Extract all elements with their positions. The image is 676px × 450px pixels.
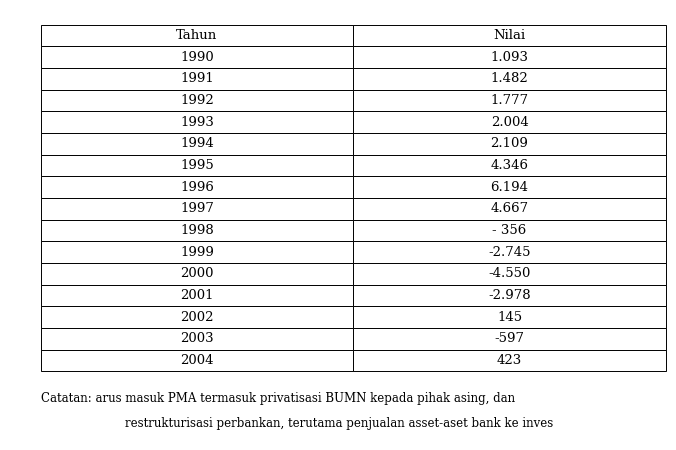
Text: Catatan: arus masuk PMA termasuk privatisasi BUMN kepada pihak asing, dan: Catatan: arus masuk PMA termasuk privati… <box>41 392 514 405</box>
Bar <box>353 46 666 68</box>
Text: 1.777: 1.777 <box>491 94 529 107</box>
Bar <box>41 328 353 350</box>
Bar <box>41 285 353 306</box>
Bar <box>41 90 353 112</box>
Text: 1992: 1992 <box>180 94 214 107</box>
Text: 2001: 2001 <box>180 289 214 302</box>
Text: 1998: 1998 <box>180 224 214 237</box>
Bar <box>353 133 666 155</box>
Bar <box>41 25 353 46</box>
Text: - 356: - 356 <box>492 224 527 237</box>
Bar <box>41 220 353 241</box>
Text: 6.194: 6.194 <box>491 180 529 194</box>
Bar <box>41 133 353 155</box>
Bar <box>353 241 666 263</box>
Bar <box>353 90 666 112</box>
Text: restrukturisasi perbankan, terutama penjualan asset-aset bank ke inves: restrukturisasi perbankan, terutama penj… <box>125 417 554 430</box>
Text: 1.482: 1.482 <box>491 72 529 86</box>
Bar <box>41 155 353 176</box>
Text: Tahun: Tahun <box>176 29 218 42</box>
Bar <box>353 285 666 306</box>
Text: 2003: 2003 <box>180 332 214 345</box>
Bar <box>41 263 353 285</box>
Bar <box>353 263 666 285</box>
Text: -4.550: -4.550 <box>488 267 531 280</box>
Text: 1994: 1994 <box>180 137 214 150</box>
Bar <box>41 350 353 371</box>
Text: 1993: 1993 <box>180 116 214 129</box>
Bar <box>41 176 353 198</box>
Text: 4.346: 4.346 <box>491 159 529 172</box>
Bar <box>353 350 666 371</box>
Text: -597: -597 <box>495 332 525 345</box>
Bar <box>353 220 666 241</box>
Text: Nilai: Nilai <box>493 29 526 42</box>
Text: 2.109: 2.109 <box>491 137 529 150</box>
Text: 2002: 2002 <box>180 310 214 324</box>
Text: 1999: 1999 <box>180 246 214 259</box>
Bar <box>41 306 353 328</box>
Bar <box>353 112 666 133</box>
Text: 1990: 1990 <box>180 51 214 64</box>
Text: 2000: 2000 <box>180 267 214 280</box>
Bar <box>353 68 666 90</box>
Bar <box>41 68 353 90</box>
Bar <box>41 46 353 68</box>
Text: 1991: 1991 <box>180 72 214 86</box>
Text: 1.093: 1.093 <box>491 51 529 64</box>
Text: 2.004: 2.004 <box>491 116 529 129</box>
Bar <box>353 25 666 46</box>
Text: 1996: 1996 <box>180 180 214 194</box>
Bar <box>353 155 666 176</box>
Text: 423: 423 <box>497 354 522 367</box>
Bar <box>41 241 353 263</box>
Text: -2.745: -2.745 <box>488 246 531 259</box>
Text: 1997: 1997 <box>180 202 214 216</box>
Bar <box>41 112 353 133</box>
Bar <box>353 328 666 350</box>
Text: 4.667: 4.667 <box>491 202 529 216</box>
Text: 2004: 2004 <box>180 354 214 367</box>
Text: 1995: 1995 <box>180 159 214 172</box>
Text: 145: 145 <box>497 310 522 324</box>
Bar <box>353 306 666 328</box>
Text: -2.978: -2.978 <box>488 289 531 302</box>
Bar <box>353 198 666 220</box>
Bar <box>353 176 666 198</box>
Bar <box>41 198 353 220</box>
